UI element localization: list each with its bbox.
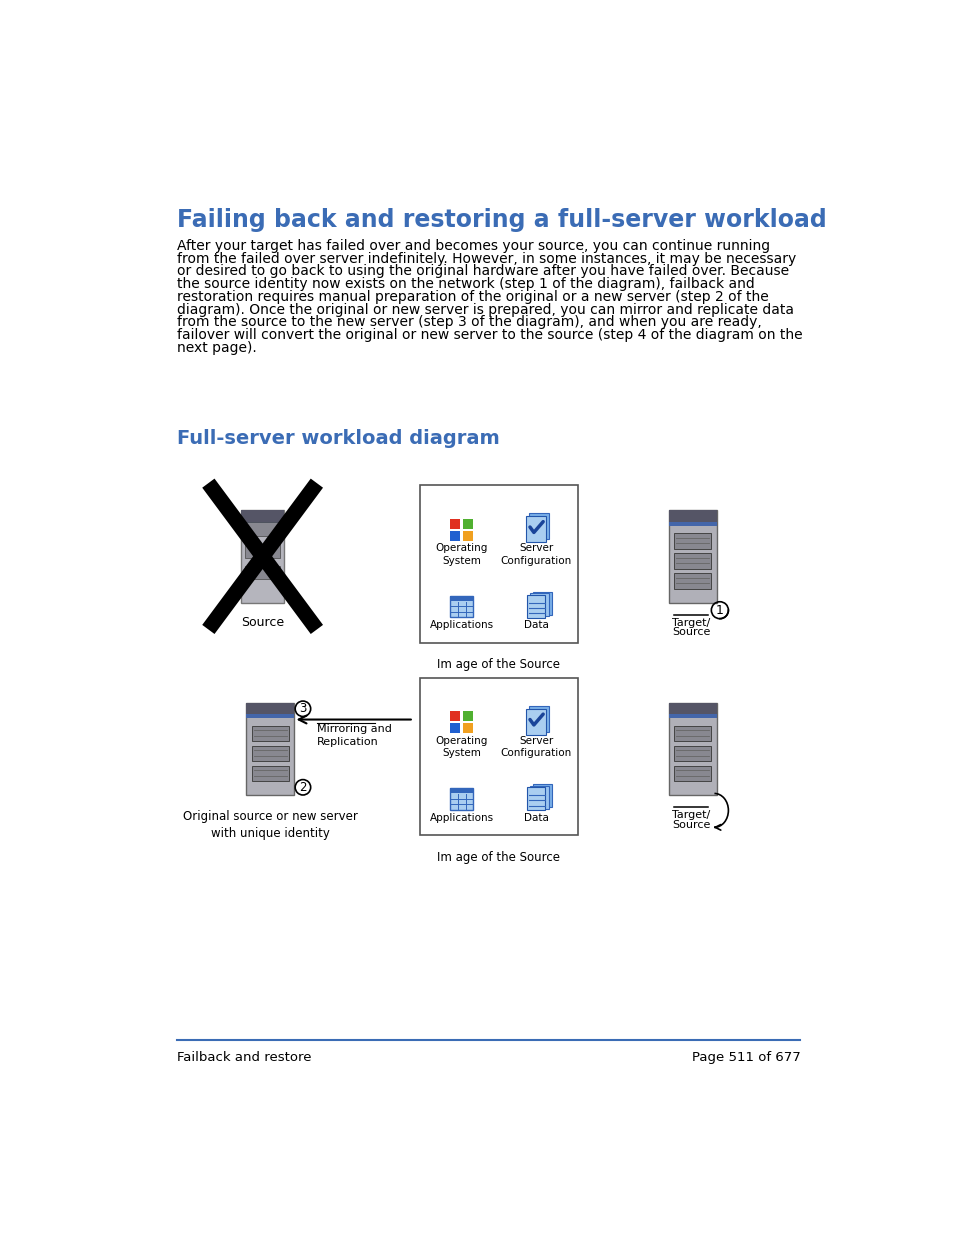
FancyBboxPatch shape <box>674 573 711 589</box>
Text: Source: Source <box>671 627 710 637</box>
Text: 2: 2 <box>299 781 306 794</box>
FancyBboxPatch shape <box>668 521 716 526</box>
Text: Applications: Applications <box>429 620 494 630</box>
FancyBboxPatch shape <box>450 788 473 793</box>
FancyBboxPatch shape <box>246 714 294 718</box>
FancyBboxPatch shape <box>526 595 545 618</box>
FancyBboxPatch shape <box>245 566 280 579</box>
FancyBboxPatch shape <box>668 510 716 521</box>
Text: Im age of the Source: Im age of the Source <box>437 851 560 863</box>
Text: next page).: next page). <box>177 341 257 354</box>
Text: Source: Source <box>671 820 710 830</box>
Text: Mirroring and
Replication: Mirroring and Replication <box>316 724 392 747</box>
FancyBboxPatch shape <box>245 522 280 536</box>
FancyBboxPatch shape <box>668 703 716 795</box>
Text: the source identity now exists on the network (step 1 of the diagram), failback : the source identity now exists on the ne… <box>177 277 755 291</box>
Text: Data: Data <box>523 813 548 823</box>
Text: After your target has failed over and becomes your source, you can continue runn: After your target has failed over and be… <box>177 240 770 253</box>
FancyBboxPatch shape <box>529 705 549 732</box>
Text: failover will convert the original or new server to the source (step 4 of the di: failover will convert the original or ne… <box>177 329 802 342</box>
FancyBboxPatch shape <box>241 521 284 526</box>
FancyBboxPatch shape <box>450 595 473 618</box>
Text: Server
Configuration: Server Configuration <box>500 736 571 758</box>
Text: Operating
System: Operating System <box>436 543 488 566</box>
Text: Applications: Applications <box>429 813 494 823</box>
FancyBboxPatch shape <box>674 534 711 548</box>
Text: Failback and restore: Failback and restore <box>177 1051 312 1063</box>
Text: Target/: Target/ <box>671 810 710 820</box>
FancyBboxPatch shape <box>533 592 551 615</box>
FancyBboxPatch shape <box>525 709 546 735</box>
FancyBboxPatch shape <box>246 703 294 714</box>
FancyBboxPatch shape <box>533 784 551 808</box>
Text: from the failed over server indefinitely. However, in some instances, it may be : from the failed over server indefinitely… <box>177 252 796 266</box>
Text: Source: Source <box>241 616 284 630</box>
Text: from the source to the new server (step 3 of the diagram), and when you are read: from the source to the new server (step … <box>177 315 761 330</box>
FancyBboxPatch shape <box>246 703 294 795</box>
FancyBboxPatch shape <box>450 595 473 601</box>
FancyBboxPatch shape <box>530 593 548 616</box>
FancyBboxPatch shape <box>450 788 473 810</box>
Text: Full-server workload diagram: Full-server workload diagram <box>177 430 499 448</box>
Text: Failing back and restoring a full-server workload: Failing back and restoring a full-server… <box>177 209 826 232</box>
Text: 1: 1 <box>715 604 723 616</box>
FancyBboxPatch shape <box>419 485 578 643</box>
FancyBboxPatch shape <box>462 531 472 541</box>
FancyBboxPatch shape <box>526 787 545 810</box>
Text: restoration requires manual preparation of the original or a new server (step 2 : restoration requires manual preparation … <box>177 290 768 304</box>
FancyBboxPatch shape <box>252 766 289 782</box>
Text: Target/: Target/ <box>671 618 710 627</box>
FancyBboxPatch shape <box>668 714 716 718</box>
FancyBboxPatch shape <box>241 510 284 521</box>
FancyBboxPatch shape <box>668 510 716 603</box>
FancyBboxPatch shape <box>450 711 459 721</box>
FancyBboxPatch shape <box>668 703 716 714</box>
FancyBboxPatch shape <box>529 514 549 540</box>
FancyBboxPatch shape <box>530 785 548 809</box>
Text: or desired to go back to using the original hardware after you have failed over.: or desired to go back to using the origi… <box>177 264 789 278</box>
Text: 3: 3 <box>299 703 306 715</box>
FancyBboxPatch shape <box>674 726 711 741</box>
FancyBboxPatch shape <box>462 711 472 721</box>
Text: Page 511 of 677: Page 511 of 677 <box>691 1051 800 1063</box>
FancyBboxPatch shape <box>252 726 289 741</box>
FancyBboxPatch shape <box>462 724 472 734</box>
FancyBboxPatch shape <box>245 543 280 558</box>
FancyBboxPatch shape <box>450 531 459 541</box>
FancyBboxPatch shape <box>419 678 578 835</box>
Text: Original source or new server
with unique identity: Original source or new server with uniqu… <box>183 810 357 840</box>
Text: Operating
System: Operating System <box>436 736 488 758</box>
Text: diagram). Once the original or new server is prepared, you can mirror and replic: diagram). Once the original or new serve… <box>177 303 794 316</box>
Text: Server
Configuration: Server Configuration <box>500 543 571 566</box>
FancyBboxPatch shape <box>674 746 711 761</box>
FancyBboxPatch shape <box>252 746 289 761</box>
Text: Im age of the Source: Im age of the Source <box>437 658 560 672</box>
FancyBboxPatch shape <box>525 516 546 542</box>
FancyBboxPatch shape <box>450 519 459 529</box>
Text: Data: Data <box>523 620 548 630</box>
FancyBboxPatch shape <box>241 510 284 603</box>
FancyBboxPatch shape <box>462 519 472 529</box>
FancyBboxPatch shape <box>450 724 459 734</box>
FancyBboxPatch shape <box>674 766 711 782</box>
FancyBboxPatch shape <box>674 553 711 568</box>
